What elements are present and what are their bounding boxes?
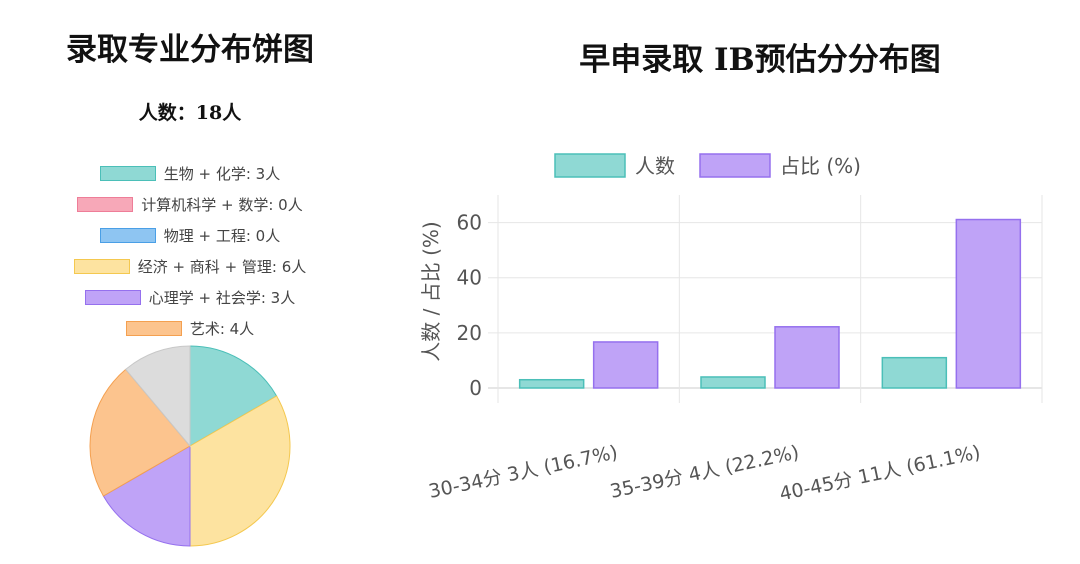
pie-legend-item[interactable]: 生物 + 化学: 3人	[0, 158, 380, 189]
bar[interactable]	[955, 218, 1022, 389]
x-tick-label: 40-45分 11人 (61.1%)	[778, 441, 983, 505]
y-axis-label: 人数 / 占比 (%)	[419, 221, 443, 361]
pie-legend-item[interactable]: 物理 + 工程: 0人	[0, 220, 380, 251]
pie-legend-label: 经济 + 商科 + 管理: 6人	[137, 258, 307, 276]
bar-chart-title: 早申录取 IB预估分分布图	[579, 42, 941, 78]
pie-legend-item[interactable]: 心理学 + 社会学: 3人	[0, 282, 380, 313]
pie-slice[interactable]	[89, 368, 191, 497]
bar[interactable]	[774, 326, 840, 389]
bar-legend-swatch	[699, 153, 771, 178]
pie-legend-label: 生物 + 化学: 3人	[163, 165, 281, 183]
pie-legend-label: 艺术: 4人	[189, 320, 255, 338]
pie-slice[interactable]	[102, 445, 191, 547]
bar[interactable]	[881, 356, 948, 389]
pie-legend-item[interactable]: 经济 + 商科 + 管理: 6人	[0, 251, 380, 282]
bar-chart: 人数 占比 (%) 0 20 40 60 人数 / 占比 (%) 30-34分 3人 (16.…	[419, 153, 1043, 505]
y-tick-label: 60	[457, 211, 482, 235]
pie-legend-label: 物理 + 工程: 0人	[163, 227, 281, 245]
x-tick-label: 30-34分 3人 (16.7%)	[427, 441, 620, 503]
pie-legend-item[interactable]: 艺术: 4人	[0, 313, 380, 344]
bar-legend-swatch	[554, 153, 626, 178]
y-tick-label: 20	[457, 321, 482, 345]
pie-legend: 生物 + 化学: 3人计算机科学 + 数学: 0人 物理 + 工程: 0人经济 +…	[0, 158, 380, 344]
pie-chart	[89, 345, 291, 547]
bar-legend-item[interactable]: 人数	[554, 153, 675, 178]
pie-legend-swatch	[73, 259, 130, 274]
bar[interactable]	[700, 376, 766, 389]
pie-legend-swatch	[84, 290, 141, 305]
bar-legend-label: 占比 (%)	[780, 154, 861, 178]
pie-legend-label: 计算机科学 + 数学: 0人	[141, 196, 303, 214]
pie-legend-swatch	[99, 228, 156, 243]
pie-legend-item[interactable]: 计算机科学 + 数学: 0人	[0, 189, 380, 220]
pie-legend-label: 心理学 + 社会学: 3人	[148, 289, 296, 307]
pie-slice[interactable]	[189, 345, 278, 447]
pie-legend-swatch	[99, 166, 156, 181]
pie-chart-title: 录取专业分布饼图	[66, 32, 314, 68]
pie-chart-subtitle: 人数：18人	[138, 102, 242, 124]
x-tick-label: 35-39分 4人 (22.2%)	[608, 441, 801, 503]
bar-legend-item[interactable]: 占比 (%)	[699, 153, 861, 178]
bar-legend-label: 人数	[635, 154, 675, 178]
y-tick-label: 0	[469, 376, 482, 400]
pie-slice[interactable]	[125, 345, 191, 448]
pie-legend-swatch	[125, 321, 182, 336]
bar[interactable]	[518, 378, 585, 389]
pie-slice[interactable]	[189, 395, 291, 547]
pie-legend-swatch	[77, 197, 134, 212]
y-tick-label: 40	[457, 266, 482, 290]
bar[interactable]	[592, 341, 659, 389]
